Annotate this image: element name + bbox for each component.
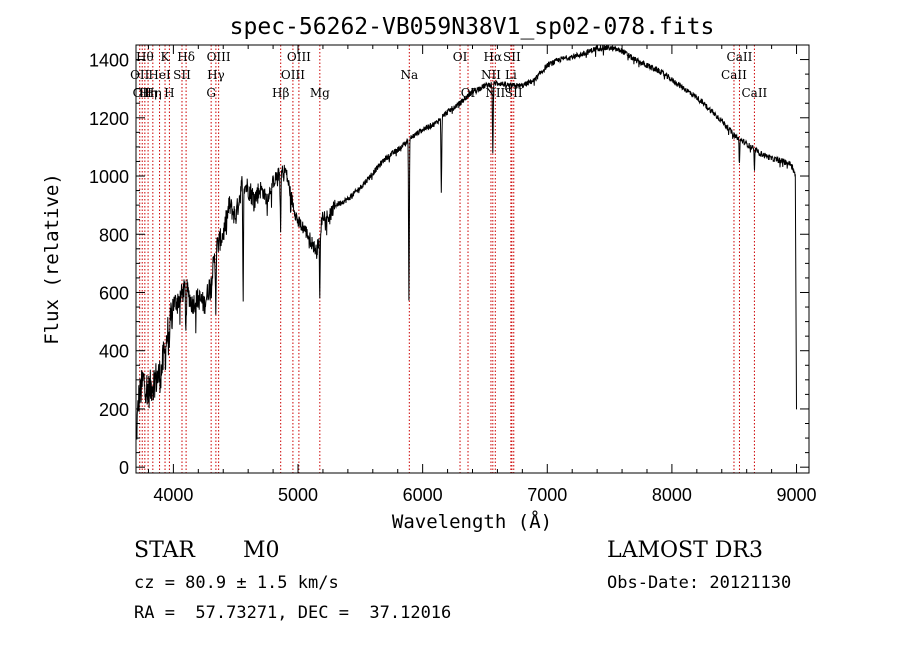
line-marker-label: HeI — [148, 68, 171, 82]
line-marker-label: CaII — [727, 50, 753, 64]
object-subclass: M0 — [243, 538, 280, 563]
line-marker-label: Hβ — [272, 86, 289, 100]
y-tick-label: 1000 — [89, 167, 129, 187]
x-axis-label: Wavelength (Å) — [392, 510, 552, 533]
y-tick-label: 400 — [99, 342, 129, 362]
x-tick-label: 8000 — [652, 485, 692, 505]
y-tick-label: 0 — [119, 458, 129, 478]
line-marker-label: OI — [453, 50, 468, 64]
line-marker-label: OII — [133, 86, 153, 100]
x-tick-label: 5000 — [278, 485, 318, 505]
line-marker-label: H — [164, 86, 174, 100]
y-tick-label: 1400 — [89, 51, 129, 71]
x-tick-label: 9000 — [777, 485, 817, 505]
object-class: STAR — [134, 538, 195, 563]
spectrum-line — [136, 45, 797, 440]
x-tick-label: 7000 — [527, 485, 567, 505]
line-marker-label: NII — [485, 86, 505, 100]
line-marker-label: OIII — [281, 68, 305, 82]
line-marker-label: CaII — [741, 86, 767, 100]
line-marker-label: G — [206, 86, 216, 100]
y-axis: 0 200 400 600 800 1000 1200 1400 — [89, 44, 809, 478]
line-marker-label: Hη — [139, 86, 157, 100]
line-marker-lines — [139, 45, 755, 473]
line-marker-label: Hθ — [136, 50, 154, 64]
obs-date: Obs-Date: 20121130 — [607, 573, 792, 593]
y-axis-label: Flux (relative) — [41, 173, 63, 345]
line-marker-label: Na — [400, 68, 418, 82]
redshift-readout: cz = 80.9 ± 1.5 km/s — [134, 573, 339, 593]
chart-title: spec-56262-VB059N38V1_sp02-078.fits — [230, 14, 715, 40]
line-marker-label: OII — [130, 68, 150, 82]
line-marker-label: OIII — [287, 50, 311, 64]
x-axis: 4000 5000 6000 7000 8000 9000 — [147, 45, 817, 505]
y-tick-label: 200 — [99, 400, 129, 420]
line-marker-label: K — [161, 50, 171, 64]
x-tick-label: 4000 — [153, 485, 193, 505]
line-marker-label: CaII — [721, 68, 747, 82]
y-tick-label: 600 — [99, 283, 129, 303]
line-marker-label: NII — [481, 68, 501, 82]
coordinates-readout: RA = 57.73271, DEC = 37.12016 — [134, 603, 452, 623]
survey-name: LAMOST DR3 — [607, 538, 763, 563]
line-marker-label: Hγ — [207, 68, 225, 82]
line-marker-label: OIII — [207, 50, 231, 64]
y-tick-label: 1200 — [89, 109, 129, 129]
line-marker-label: SII — [173, 68, 191, 82]
line-marker-label: SII — [503, 50, 521, 64]
line-marker-label: Hη — [144, 86, 162, 100]
line-marker-label: Hα — [484, 50, 503, 64]
line-marker-label: Mg — [310, 86, 330, 100]
x-tick-label: 6000 — [403, 485, 443, 505]
line-marker-label: Li — [505, 68, 517, 82]
y-tick-label: 800 — [99, 225, 129, 245]
line-marker-label: Hδ — [177, 50, 195, 64]
